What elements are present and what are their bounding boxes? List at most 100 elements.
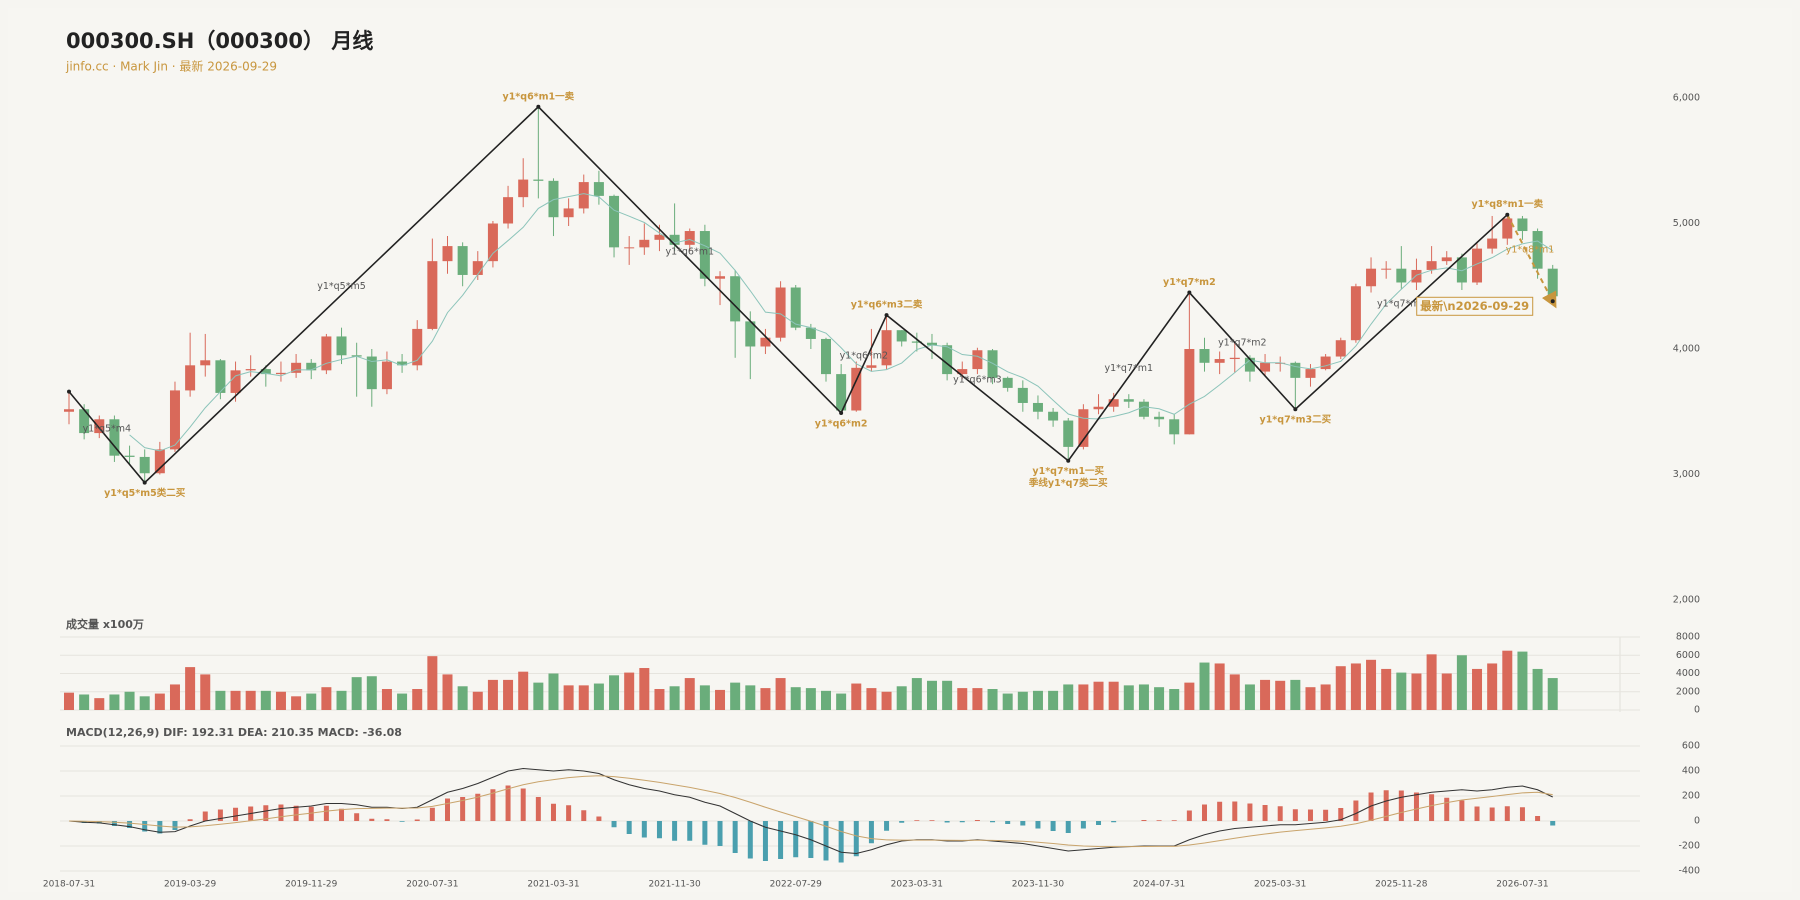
y-tick-label: 8000 [1676, 632, 1700, 643]
volume-bar [321, 687, 332, 710]
macd-bar [641, 821, 647, 838]
candle-body [1078, 409, 1089, 447]
y-tick-label: 0 [1694, 705, 1700, 716]
volume-bar [533, 682, 544, 710]
volume-bar [775, 678, 786, 710]
candle-body [291, 362, 302, 373]
volume-bar [442, 674, 453, 710]
volume-bar [1517, 651, 1528, 710]
candle-body [260, 369, 271, 375]
zigzag-pivot [67, 389, 71, 394]
candle-body [745, 321, 756, 347]
x-tick-label: 2026-07-31 [1496, 880, 1548, 890]
volume-bar [1411, 673, 1422, 710]
macd-bar [687, 821, 693, 841]
volume-bar [1350, 663, 1361, 710]
candle-body [1244, 357, 1255, 372]
candle-body [366, 356, 377, 390]
candle-body [1426, 261, 1437, 270]
volume-bar [1381, 668, 1392, 710]
x-tick-label: 2022-07-29 [770, 880, 823, 890]
x-tick-label: 2021-11-30 [648, 880, 701, 890]
macd-bar [581, 810, 587, 821]
segment-label: y1*q7*m1 [1105, 363, 1154, 374]
volume-bar [1063, 684, 1074, 710]
candle-body [1108, 399, 1119, 407]
candle-body [1229, 357, 1240, 360]
volume-bar [957, 688, 968, 710]
volume-bar [1002, 693, 1013, 710]
y-tick-label: 600 [1682, 741, 1700, 752]
y-tick-label: 4,000 [1673, 344, 1700, 355]
volume-bar [578, 685, 589, 710]
volume-bar [109, 694, 120, 710]
candle-body [760, 337, 771, 347]
volume-bar [1547, 678, 1558, 710]
macd-bar [717, 821, 723, 846]
candle-body [639, 239, 650, 248]
volume-bar [1078, 684, 1089, 710]
volume-bar [306, 693, 317, 710]
candle-body [64, 409, 74, 412]
candle-body [169, 390, 180, 450]
zigzag-pivot [884, 313, 889, 318]
volume-bar [1048, 690, 1059, 710]
macd-bar [1338, 808, 1344, 821]
volume-bar [487, 679, 498, 710]
candle-body [624, 247, 635, 249]
macd-bar [974, 820, 980, 821]
macd-bar [702, 821, 708, 845]
volume-bar [518, 671, 529, 710]
candle-body [805, 327, 816, 339]
candle-body [851, 367, 862, 411]
macd-bar [1080, 821, 1086, 829]
candle-body [699, 231, 710, 279]
volume-bar [1093, 681, 1104, 710]
zigzag-pivot [839, 411, 844, 416]
macd-bar [1504, 806, 1510, 821]
macd-bar [490, 789, 496, 821]
candle-body [926, 342, 937, 346]
volume-bar [1214, 663, 1225, 710]
candle-body [1350, 286, 1361, 341]
y-tick-label: 6,000 [1673, 93, 1700, 104]
macd-bar [399, 821, 405, 822]
macd-bar [202, 811, 208, 821]
y-tick-label: 3,000 [1673, 469, 1700, 480]
macd-bar [1141, 820, 1147, 821]
candle-body [1396, 268, 1407, 283]
volume-bar [684, 678, 695, 710]
volume-bar [805, 688, 816, 710]
volume-bar [699, 685, 710, 710]
macd-bar [1186, 810, 1192, 821]
candle-body [1214, 359, 1225, 363]
volume-bar [275, 691, 286, 710]
macd-bar [1459, 800, 1465, 821]
macd-bar [157, 821, 163, 834]
candle-body [836, 374, 847, 411]
volume-bar [926, 680, 937, 710]
volume-bar [836, 693, 847, 710]
macd-bar [1247, 803, 1253, 821]
y-tick-label: 4000 [1676, 668, 1700, 679]
chart-title: 000300.SH（000300） 月线 [66, 29, 373, 53]
candle-body [548, 180, 559, 218]
candle-body [472, 261, 483, 275]
macd-bar [596, 816, 602, 821]
candle-body [1184, 349, 1195, 435]
candle-body [1138, 401, 1149, 417]
volume-bar [730, 682, 741, 710]
macd-bar [853, 821, 859, 857]
volume-bar [381, 689, 392, 710]
volume-bar [1108, 681, 1119, 710]
macd-bar [1232, 801, 1238, 821]
volume-bar [1123, 685, 1134, 710]
segment-label: y1*q6*m1 [665, 246, 714, 257]
volume-bar [654, 689, 665, 710]
volume-bar [1487, 663, 1498, 710]
candle-body [1154, 416, 1165, 420]
zigzag-pivot [1505, 212, 1510, 217]
macd-bar [354, 813, 360, 821]
chart-subtitle: jinfo.cc · Mark Jin · 最新 2026-09-29 [65, 59, 277, 74]
macd-bar [1035, 821, 1041, 829]
